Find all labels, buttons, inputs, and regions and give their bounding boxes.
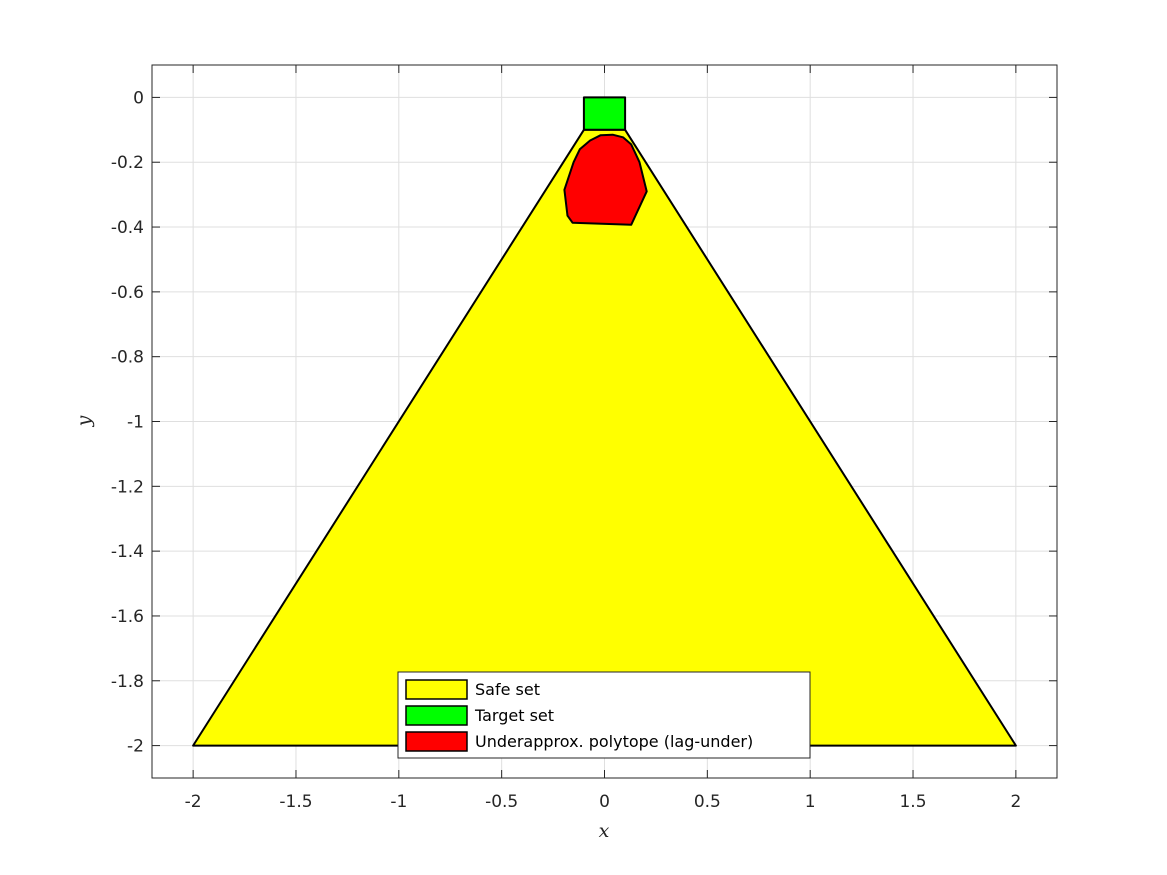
y-tick-label: -0.6 [111,283,144,303]
ticks: -2 -1.5 -1 -0.5 0 0.5 1 1.5 2 0 -0.2 -0.4 -0.6 -0.8 -1… [111,65,1057,812]
x-tick-label: 0 [599,792,610,812]
target-set-polygon [582,96,627,131]
legend: Safe set Target set Underapprox. polytop… [397,671,811,759]
x-tick-label: 1 [805,792,816,812]
underapprox-polytope-polygon [563,133,648,226]
y-tick-label: -1 [127,413,144,433]
y-tick-label: -2 [127,737,144,757]
y-tick-label: -0.4 [111,218,144,238]
y-axis-label: y [73,415,95,427]
x-tick-label: 2 [1010,792,1021,812]
y-tick-label: 0 [133,88,144,108]
x-tick-label: 1.5 [899,792,926,812]
legend-swatch-target-set [405,705,468,726]
legend-label-underapprox-polytope: Underapprox. polytope (lag-under) [475,732,753,751]
y-tick-label: -1.2 [111,477,144,497]
legend-label-target-set: Target set [474,706,554,725]
y-tick-label: -1.6 [111,607,144,627]
y-tick-label: -0.2 [111,153,144,173]
x-tick-label: -1.5 [279,792,312,812]
x-tick-label: -1 [390,792,407,812]
y-tick-label: -1.8 [111,672,144,692]
legend-label-safe-set: Safe set [475,680,540,699]
legend-swatch-underapprox-polytope [405,731,468,752]
y-tick-label: -0.8 [111,348,144,368]
x-tick-label: 0.5 [694,792,721,812]
x-tick-label: -2 [185,792,202,812]
x-tick-label: -0.5 [485,792,518,812]
y-tick-label: -1.4 [111,542,144,562]
legend-swatch-safe-set [405,679,468,700]
x-axis-label: x [599,820,610,842]
